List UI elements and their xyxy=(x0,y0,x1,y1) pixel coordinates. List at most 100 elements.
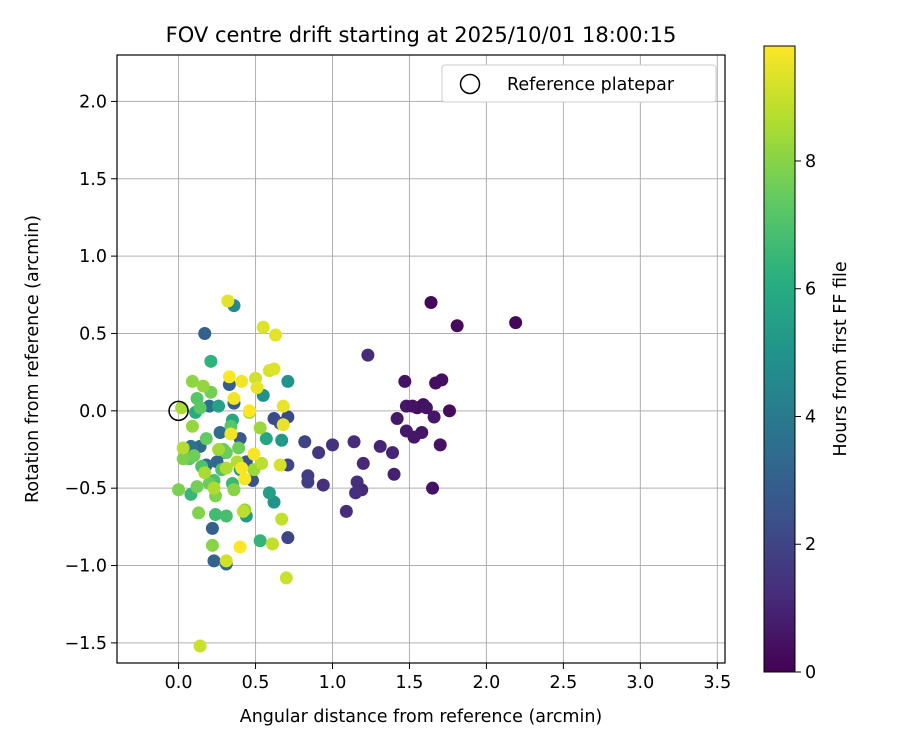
colorbar-label: Hours from first FF file xyxy=(831,261,851,456)
data-point xyxy=(429,376,443,390)
x-tick-label: 2.0 xyxy=(472,673,500,693)
data-point xyxy=(204,354,218,368)
data-point xyxy=(227,391,241,405)
data-point xyxy=(387,467,401,481)
data-point xyxy=(212,443,226,457)
data-point xyxy=(198,466,212,480)
y-tick-label: 1.0 xyxy=(79,247,107,267)
y-axis-ticks: −1.5 −1.0 −0.5 0.0 0.5 1.0 1.5 2.0 xyxy=(65,92,117,654)
data-point xyxy=(275,433,289,447)
data-point xyxy=(316,478,330,492)
data-point xyxy=(406,399,420,413)
data-point xyxy=(276,399,290,413)
data-point xyxy=(224,427,238,441)
data-point xyxy=(198,326,212,340)
data-point xyxy=(172,483,186,497)
colorbar-tick-label: 6 xyxy=(805,280,816,300)
legend-marker-icon xyxy=(459,73,481,95)
x-tick-label: 3.0 xyxy=(626,673,654,693)
data-point xyxy=(235,374,249,388)
y-tick-label: 1.5 xyxy=(79,170,107,190)
data-point xyxy=(232,441,246,455)
y-tick-label: 0.0 xyxy=(79,402,107,422)
data-point xyxy=(219,554,233,568)
data-point xyxy=(255,456,269,470)
data-points xyxy=(172,294,523,653)
data-point xyxy=(175,401,189,415)
colorbar-tick-label: 0 xyxy=(805,663,816,683)
data-point xyxy=(265,537,279,551)
data-point xyxy=(390,412,404,426)
y-tick-label: −1.5 xyxy=(65,634,108,654)
data-point xyxy=(267,362,281,376)
data-point xyxy=(339,504,353,518)
data-point xyxy=(227,483,241,497)
colorbar-tick-label: 2 xyxy=(805,535,816,555)
data-point xyxy=(509,316,523,330)
x-tick-label: 3.5 xyxy=(703,673,731,693)
data-point xyxy=(176,441,190,455)
data-point xyxy=(373,439,387,453)
data-point xyxy=(199,432,213,446)
data-point xyxy=(185,419,199,433)
data-point xyxy=(281,531,295,545)
legend: Reference platepar xyxy=(441,64,717,103)
data-point xyxy=(222,370,236,384)
data-point xyxy=(419,401,433,415)
data-point xyxy=(276,418,290,432)
data-point xyxy=(242,404,256,418)
x-tick-label: 1.0 xyxy=(319,673,347,693)
data-point xyxy=(279,571,293,585)
colorbar-tick-label: 8 xyxy=(805,152,816,172)
data-point xyxy=(450,319,464,333)
data-point xyxy=(253,421,267,435)
data-point xyxy=(426,481,440,495)
data-point xyxy=(253,534,267,548)
data-point xyxy=(196,379,210,393)
data-point xyxy=(259,432,273,446)
colorbar-tick-label: 4 xyxy=(805,407,816,427)
chart-title: FOV centre drift starting at 2025/10/01 … xyxy=(166,23,677,47)
data-point xyxy=(193,639,207,653)
data-point xyxy=(262,486,276,500)
data-point xyxy=(190,480,204,494)
data-point xyxy=(238,472,252,486)
data-point xyxy=(187,449,201,463)
plot-frame xyxy=(116,54,726,664)
reference-marker-group xyxy=(168,400,189,422)
data-point xyxy=(398,374,412,388)
data-point xyxy=(250,381,264,395)
colorbar: 0 2 4 6 8 Hours from first FF file xyxy=(763,45,851,683)
data-point xyxy=(361,348,375,362)
data-point xyxy=(347,435,361,449)
data-point xyxy=(269,328,283,342)
data-point xyxy=(213,425,227,439)
data-point xyxy=(221,294,235,308)
data-point xyxy=(407,430,421,444)
data-point xyxy=(233,540,247,554)
y-tick-label: −1.0 xyxy=(65,557,108,577)
data-point xyxy=(356,456,370,470)
legend-label: Reference platepar xyxy=(507,75,675,95)
y-axis-label: Rotation from reference (arcmin) xyxy=(23,215,43,503)
data-point xyxy=(256,320,270,334)
y-tick-label: 2.0 xyxy=(79,92,107,112)
reference-platepar-marker xyxy=(168,400,189,422)
data-point xyxy=(209,507,223,521)
data-point xyxy=(205,538,219,552)
data-point xyxy=(298,435,312,449)
data-point xyxy=(427,410,441,424)
data-point xyxy=(185,374,199,388)
data-point xyxy=(273,458,287,472)
data-point xyxy=(386,446,400,460)
data-point xyxy=(207,481,221,495)
data-point xyxy=(424,296,438,310)
data-point xyxy=(235,461,249,475)
data-point xyxy=(281,374,295,388)
x-axis-label: Angular distance from reference (arcmin) xyxy=(240,707,603,727)
x-axis-ticks: 0.0 0.5 1.0 1.5 2.0 2.5 3.0 3.5 xyxy=(165,663,731,693)
x-tick-label: 2.5 xyxy=(549,673,577,693)
data-point xyxy=(219,509,233,523)
legend-box xyxy=(441,64,717,103)
